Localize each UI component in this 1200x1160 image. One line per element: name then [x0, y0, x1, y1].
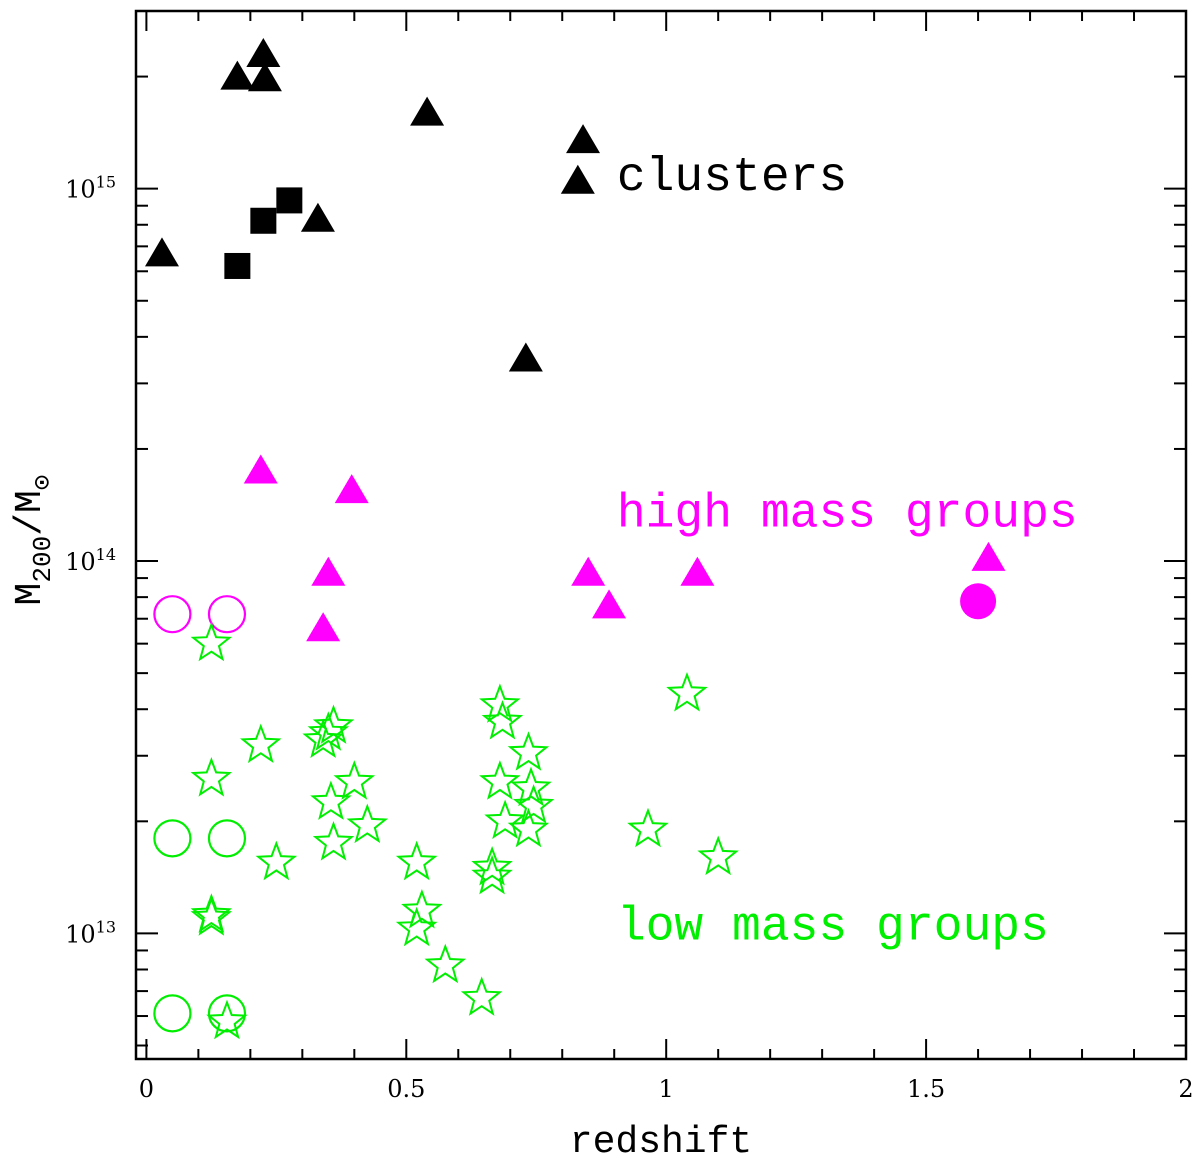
open-circle-marker [153, 819, 192, 858]
star-marker [471, 854, 513, 895]
star-marker [697, 835, 739, 876]
annotation-label: low mass groups [617, 901, 1049, 955]
triangle-marker [571, 556, 606, 586]
y-tick-base: 10 [65, 176, 96, 204]
filled-circle-marker [960, 583, 997, 620]
triangle-marker [247, 62, 282, 92]
triangle-marker [971, 541, 1006, 571]
square-marker [276, 187, 303, 214]
star-marker [471, 845, 513, 886]
triangle-marker [144, 237, 179, 267]
y-axis-title-slash: /M [9, 490, 52, 536]
y-tick-label: 1015 [65, 173, 116, 204]
open-circle-marker [153, 994, 192, 1033]
open-circle-marker [207, 819, 247, 858]
triangle-marker [311, 556, 346, 586]
triangle-marker [220, 60, 255, 90]
square-marker [224, 252, 251, 279]
star-marker [507, 731, 550, 771]
star-marker [424, 943, 467, 984]
triangle-marker [560, 164, 595, 194]
star-marker [395, 840, 438, 881]
star-marker [627, 807, 669, 848]
star-marker [479, 760, 521, 800]
annotations: clusters high mass groups low mass groups [617, 151, 1078, 954]
data-points [144, 37, 1006, 1040]
x-tick-label: 0 [139, 1075, 154, 1103]
y-tick-label: 1013 [65, 917, 116, 948]
y-axis-title-sub: 200 [28, 536, 58, 583]
triangle-marker [592, 589, 627, 619]
star-marker [310, 780, 352, 820]
y-axis-title-main: M [9, 583, 52, 606]
star-marker [240, 723, 282, 764]
star-marker [190, 757, 233, 797]
triangle-marker [300, 202, 335, 232]
triangle-marker [334, 474, 369, 504]
triangle-marker [508, 342, 543, 372]
star-marker [460, 976, 503, 1016]
star-marker [481, 699, 524, 740]
square-marker [250, 207, 277, 234]
star-marker [484, 799, 526, 840]
y-tick-base: 10 [65, 920, 96, 948]
open-circle-marker [207, 994, 247, 1033]
star-marker [255, 840, 298, 881]
x-tick-label: 1 [659, 1075, 674, 1103]
triangle-marker [566, 124, 601, 154]
star-marker [312, 704, 355, 744]
y-tick-exponent: 13 [96, 917, 116, 936]
annotation-label: high mass groups [617, 488, 1078, 542]
triangle-marker [680, 556, 715, 586]
y-tick-exponent: 14 [96, 545, 116, 564]
triangle-marker [246, 37, 281, 67]
star-marker [206, 999, 248, 1040]
x-tick-label: 2 [1178, 1075, 1193, 1103]
star-marker [512, 784, 555, 824]
star-marker [666, 671, 708, 712]
triangle-marker [306, 612, 341, 642]
y-axis-title: M200/M⊙ [9, 475, 58, 606]
star-marker [479, 683, 521, 723]
open-circle-marker [207, 595, 247, 634]
open-circle-marker [153, 595, 192, 634]
y-tick-base: 10 [65, 548, 96, 576]
x-tick-label: 1.5 [907, 1075, 945, 1103]
triangle-marker [243, 454, 278, 484]
y-axis-title-sub2: ⊙ [28, 475, 58, 491]
x-axis-title: redshift [570, 1121, 752, 1160]
axis-ticks [136, 10, 1187, 1059]
star-marker [190, 896, 233, 936]
star-marker [312, 821, 355, 861]
star-marker [401, 888, 443, 929]
star-marker [346, 803, 389, 844]
star-marker [395, 906, 438, 947]
y-tick-label: 1014 [65, 545, 116, 576]
y-tick-exponent: 15 [96, 173, 116, 192]
triangle-marker [410, 96, 445, 126]
star-marker [190, 621, 233, 662]
annotation-label: clusters [617, 151, 847, 205]
x-tick-label: 0.5 [387, 1075, 425, 1103]
star-marker [507, 807, 550, 848]
plot-frame [134, 9, 1188, 1061]
star-marker [333, 760, 376, 800]
star-marker [190, 893, 233, 933]
